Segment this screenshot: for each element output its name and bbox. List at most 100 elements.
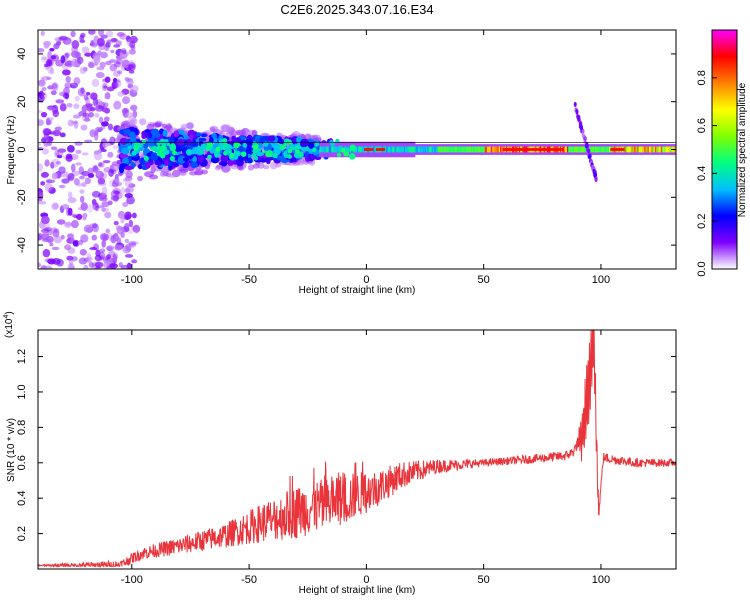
spectrogram-noise-blob: [41, 92, 48, 100]
spectrogram-noise-blob: [95, 249, 101, 257]
spectrogram-noise-blob: [51, 172, 58, 180]
spectrogram-band-blob: [256, 142, 263, 149]
spectrogram-noise-blob: [66, 255, 74, 261]
spectrogram-noise-blob: [97, 177, 106, 185]
spectrogram-band-blob: [246, 157, 253, 164]
spectrogram-noise-blob: [99, 255, 104, 261]
spectrogram-noise-blob: [38, 79, 46, 87]
spectrogram-noise-blob: [103, 102, 109, 108]
spectrogram-noise-blob: [92, 164, 99, 174]
x-tick-label: -100: [121, 274, 143, 286]
spectrogram-chirp: [575, 109, 579, 115]
spectrogram-y-axis-title: Frequency (Hz): [6, 116, 17, 185]
spectrogram-noise-blob: [63, 244, 72, 251]
spectrogram-noise-blob: [112, 79, 121, 83]
spectrogram-noise-blob: [57, 148, 67, 153]
spectrogram-noise-blob: [61, 178, 70, 184]
spectrogram-noise-blob: [119, 33, 128, 40]
spectrogram-halo-blob: [221, 164, 231, 173]
spectrogram-noise-blob: [43, 40, 51, 47]
spectrogram-halo-blob: [189, 171, 198, 176]
x-tick-label: 100: [592, 574, 610, 586]
y-tick-label: 0.4: [16, 491, 28, 506]
spectrogram-noise-blob: [101, 186, 108, 196]
spectrogram-noise-blob: [99, 51, 108, 59]
spectrogram-noise-blob: [40, 55, 47, 63]
spectrogram-noise-blob: [42, 148, 49, 155]
spectrogram-noise-blob: [59, 170, 69, 178]
spectrogram-noise-blob: [66, 207, 71, 217]
spectrogram-halo-blob: [124, 176, 133, 182]
spectrogram-noise-blob: [132, 110, 138, 118]
spectrogram-core: [610, 148, 625, 151]
spectrogram-noise-blob: [47, 117, 54, 121]
spectrogram-noise-blob: [70, 120, 78, 125]
spectrogram-band-blob: [157, 162, 162, 167]
spectrogram-noise-blob: [109, 136, 116, 146]
spectrogram-peak: [312, 147, 317, 153]
spectrogram-noise-blob: [103, 116, 110, 122]
colorbar-tick-label: 0.2: [696, 214, 708, 229]
spectrogram-peak: [214, 153, 219, 158]
y-tick-label: 0.8: [16, 420, 28, 435]
spectrogram-peak: [287, 154, 292, 159]
spectrogram-band-blob: [166, 136, 175, 144]
spectrogram-band-blob: [162, 129, 168, 138]
spectrogram-noise-blob: [126, 80, 134, 85]
colorbar-tick-label: 0.0: [696, 261, 708, 276]
spectrogram-noise-blob: [84, 256, 93, 262]
spectrogram-noise-blob: [108, 38, 115, 44]
spectrogram-noise-blob: [112, 145, 119, 149]
spectrogram-peak: [206, 141, 213, 148]
spectrogram-noise-blob: [38, 233, 42, 241]
spectrogram-band-blob: [300, 138, 309, 147]
spectrogram-peak: [200, 143, 207, 150]
spectrogram-noise-blob: [41, 56, 50, 61]
spectrogram-band-blob: [182, 157, 189, 162]
spectrogram-chirp: [590, 164, 594, 170]
spectrogram-noise-blob: [63, 221, 72, 229]
spectrogram-noise-blob: [40, 215, 50, 225]
spectrogram-noise-blob: [106, 265, 115, 269]
spectrogram-noise-blob: [95, 170, 104, 180]
spectrogram-noise-blob: [80, 234, 89, 243]
spectrogram-noise-blob: [49, 242, 54, 247]
spectrogram-chirp: [587, 148, 591, 154]
spectrogram-halo-blob: [295, 159, 305, 166]
spectrogram-noise-blob: [88, 62, 95, 69]
spectrogram-band-blob: [245, 146, 254, 156]
spectrogram-noise-blob: [73, 178, 80, 186]
spectrogram-peak: [199, 149, 205, 155]
spectrogram-noise-blob: [79, 67, 87, 75]
colorbar-gradient: [711, 29, 738, 270]
colorbar-tick-label: 0.4: [696, 166, 708, 181]
spectrogram-noise-blob: [68, 257, 74, 266]
spectrogram-noise-blob: [59, 132, 66, 138]
spectrogram-y-ticks: -40 -20 0 20 40: [16, 48, 676, 253]
spectrogram-noise-blob: [38, 200, 47, 205]
spectrogram-noise-blob: [51, 158, 60, 168]
spectrogram-noise-blob: [92, 223, 99, 233]
x-tick-label: 50: [478, 274, 490, 286]
spectrogram-noise-blob: [61, 204, 70, 210]
spectrogram-noise-blob: [101, 172, 108, 180]
spectrogram-peak: [242, 142, 248, 148]
spectrogram-noise-blob: [55, 99, 65, 104]
snr-x-ticks: -100 -50 0 50 100: [121, 330, 610, 586]
spectrogram-band-blob: [121, 147, 130, 155]
spectrogram-noise-blob: [51, 202, 59, 210]
spectrogram-peak: [233, 142, 240, 149]
spectrogram-noise-blob: [85, 103, 93, 107]
spectrogram-noise-blob: [38, 79, 45, 85]
spectrogram-noise-blob: [75, 149, 82, 154]
x-tick-label: 100: [592, 274, 610, 286]
spectrogram-noise-blob: [120, 217, 125, 224]
spectrogram-noise-blob: [97, 105, 103, 110]
spectrogram-noise-blob: [90, 40, 95, 47]
snr-frame: [37, 329, 677, 570]
spectrogram-noise-blob: [70, 163, 76, 172]
spectrogram-noise-blob: [86, 253, 92, 261]
spectrogram-noise-blob: [99, 61, 106, 68]
spectrogram-noise-blob: [110, 49, 115, 54]
spectrogram-peak: [348, 153, 356, 160]
